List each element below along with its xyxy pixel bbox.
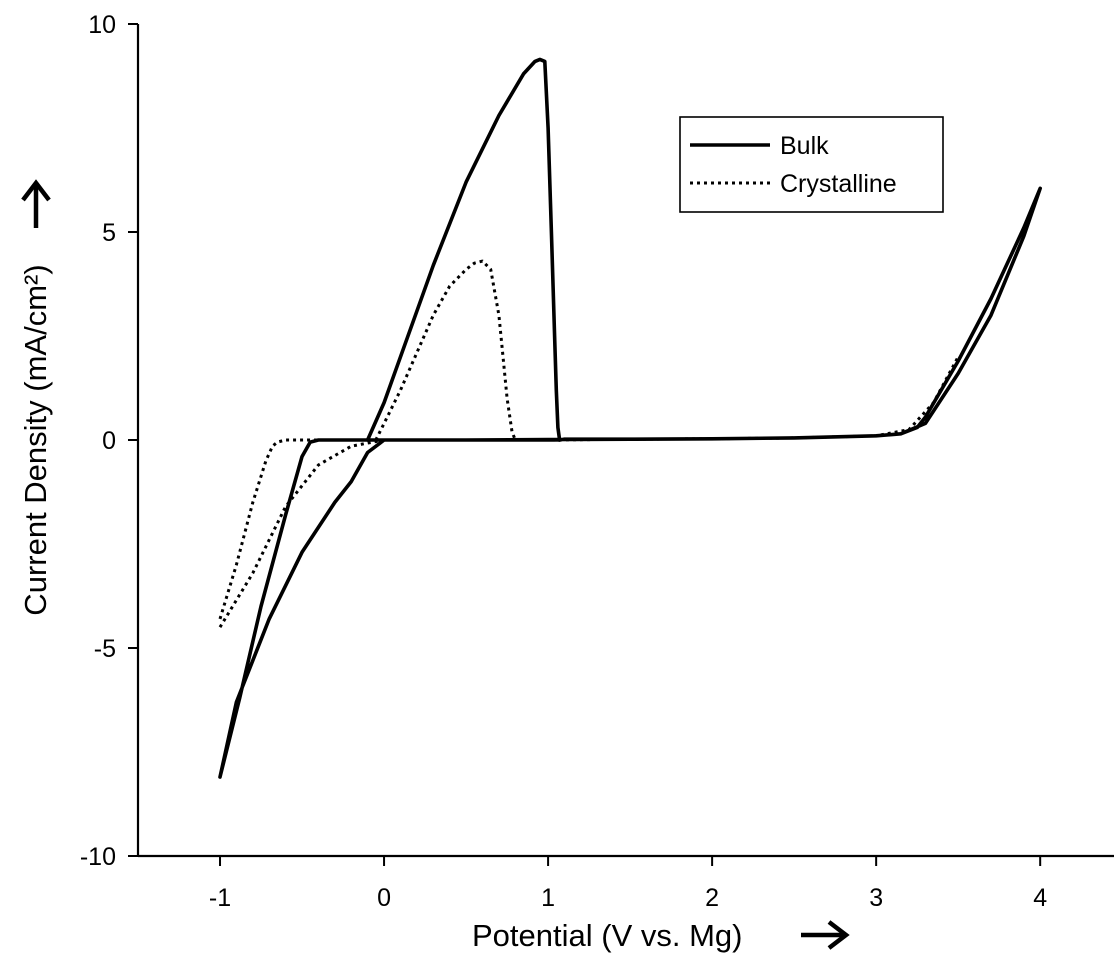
y-tick-label: -10 bbox=[80, 843, 116, 871]
y-tick-label: 0 bbox=[102, 427, 116, 455]
series-line-crystalline-2 bbox=[218, 356, 960, 620]
series-line-crystalline-4 bbox=[374, 259, 517, 441]
series-layer bbox=[218, 57, 1042, 779]
x-tick-label: -1 bbox=[209, 884, 231, 912]
y-axis-title: Current Density (mA/cm²) bbox=[18, 179, 53, 616]
y-axis-label: Current Density (mA/cm²) bbox=[18, 264, 53, 615]
series-line-bulk-1 bbox=[365, 57, 562, 442]
y-ticks: -10 -5 0 5 10 bbox=[80, 11, 138, 871]
x-axis-label: Potential (V vs. Mg) bbox=[472, 918, 742, 953]
series-line-bulk-0 bbox=[218, 186, 1042, 779]
legend-label-bulk: Bulk bbox=[780, 132, 829, 160]
y-tick-label: -5 bbox=[94, 635, 116, 663]
y-axis-arrow-icon bbox=[21, 179, 51, 228]
legend-box bbox=[679, 116, 944, 213]
x-tick-label: 4 bbox=[1033, 884, 1047, 912]
x-ticks: -1 0 1 2 3 4 bbox=[209, 856, 1047, 912]
x-axis-title: Potential (V vs. Mg) bbox=[472, 918, 850, 953]
x-tick-label: 3 bbox=[869, 884, 883, 912]
legend: Bulk Crystalline bbox=[679, 116, 944, 213]
x-tick-label: 2 bbox=[705, 884, 719, 912]
y-tick-label: 10 bbox=[88, 11, 116, 39]
x-tick-label: 0 bbox=[377, 884, 391, 912]
series-line-crystalline-3 bbox=[218, 438, 401, 628]
legend-label-crystalline: Crystalline bbox=[780, 170, 897, 198]
x-tick-label: 1 bbox=[541, 884, 555, 912]
y-tick-label: 5 bbox=[102, 219, 116, 247]
x-axis-arrow-icon bbox=[801, 920, 850, 950]
